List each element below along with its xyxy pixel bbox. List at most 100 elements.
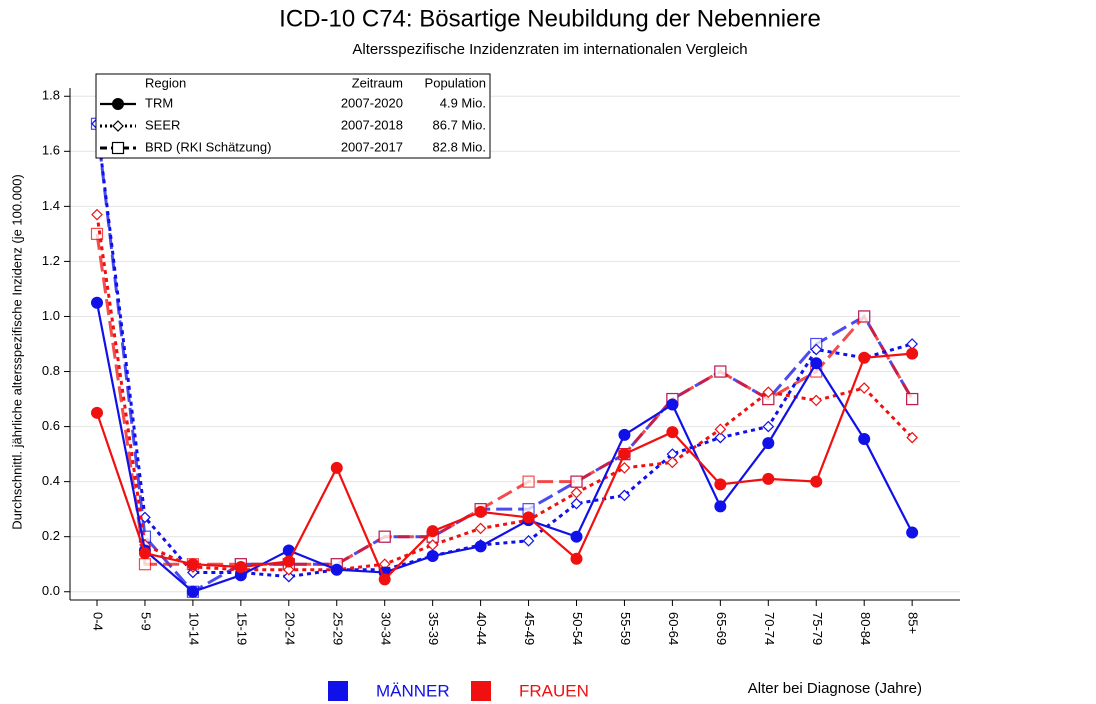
point (234, 569, 247, 582)
point (111, 141, 125, 155)
point (282, 555, 295, 568)
point (714, 365, 727, 378)
series-line (95, 233, 914, 566)
point (426, 525, 439, 538)
x-tick-label: 40-44 (474, 612, 489, 645)
x-tick-label: 0-4 (91, 612, 106, 631)
point (522, 534, 535, 547)
plot-area (90, 117, 919, 598)
point (906, 392, 919, 406)
point (906, 526, 919, 539)
x-tick-label: 60-64 (666, 612, 681, 645)
point (858, 310, 871, 323)
point (522, 511, 535, 524)
legend-label: BRD (RKI Schätzung) (145, 139, 271, 154)
point (90, 227, 104, 240)
point (112, 120, 124, 132)
point (618, 489, 631, 502)
series-line (95, 214, 914, 572)
legend-label: TRM (145, 95, 173, 110)
y-tick-label: 1.0 (42, 308, 60, 323)
point (91, 406, 103, 419)
point (810, 343, 823, 356)
series-line (95, 123, 914, 594)
chart-title: ICD-10 C74: Bösartige Neubildung der Neb… (279, 5, 821, 32)
x-tick-label: 85+ (906, 612, 921, 634)
legend-header: Zeitraum (352, 75, 403, 90)
point (426, 549, 439, 562)
point (282, 570, 295, 583)
x-tick-label: 45-49 (522, 612, 537, 645)
y-tick-label: 1.6 (42, 143, 60, 158)
y-tick-label: 1.8 (42, 88, 60, 103)
legend-label: SEER (145, 117, 180, 132)
legend-label: 2007-2018 (341, 117, 403, 132)
point (234, 560, 247, 573)
y-tick-label: 0.6 (42, 418, 60, 433)
point (522, 475, 535, 488)
legend-label: 82.8 Mio. (433, 139, 486, 154)
point (91, 208, 103, 221)
series-line (95, 352, 913, 582)
point (666, 426, 679, 439)
y-tick-label: 0.4 (42, 473, 60, 488)
x-tick-label: 55-59 (618, 612, 633, 645)
chart-subtitle: Altersspezifische Inzidenzraten im inter… (352, 41, 747, 58)
point (762, 437, 775, 450)
point (906, 431, 918, 444)
x-tick-label: 30-34 (378, 612, 393, 645)
point (906, 347, 919, 360)
x-tick-label: 20-24 (282, 612, 297, 645)
point (330, 563, 343, 576)
series-line (95, 302, 914, 593)
point (378, 530, 391, 543)
point (474, 522, 487, 535)
legend-box (95, 73, 491, 159)
point (714, 423, 727, 436)
legend-label: FRAUEN (519, 681, 589, 700)
point (570, 475, 583, 488)
y-tick-label: 1.2 (42, 253, 60, 268)
point (186, 558, 199, 571)
point (714, 478, 727, 491)
point (570, 486, 583, 499)
point (112, 98, 124, 110)
x-tick-label: 10-14 (186, 612, 201, 645)
legend-swatch (328, 681, 348, 701)
x-tick-label: 65-69 (714, 612, 729, 645)
point (330, 461, 343, 474)
x-tick-label: 15-19 (234, 612, 249, 645)
point (570, 530, 583, 543)
y-tick-label: 0.0 (42, 583, 60, 598)
point (762, 420, 775, 433)
point (474, 505, 487, 518)
x-tick-label: 80-84 (858, 612, 873, 645)
x-tick-label: 75-79 (810, 612, 825, 645)
y-tick-label: 0.8 (42, 363, 60, 378)
legend-label: MÄNNER (376, 681, 450, 700)
y-tick-label: 0.2 (42, 528, 60, 543)
point (906, 338, 918, 350)
point (282, 563, 295, 576)
point (810, 357, 823, 370)
point (426, 539, 439, 551)
legend-swatch (471, 681, 491, 701)
point (762, 386, 775, 399)
point (666, 398, 679, 411)
point (570, 552, 583, 565)
point (91, 296, 103, 309)
y-axis-label: Durchschnittl. jährliche altersspezifisc… (9, 174, 24, 530)
point (858, 351, 871, 364)
point (618, 462, 631, 474)
legend-header: Population (425, 75, 486, 90)
x-tick-label: 5-9 (139, 612, 154, 631)
point (618, 428, 631, 441)
legend-label: 2007-2020 (341, 95, 403, 110)
point (378, 573, 391, 586)
point (810, 394, 823, 407)
point (474, 540, 487, 553)
legend-label: 2007-2017 (341, 139, 403, 154)
point (858, 432, 871, 445)
x-tick-label: 25-29 (330, 612, 345, 645)
